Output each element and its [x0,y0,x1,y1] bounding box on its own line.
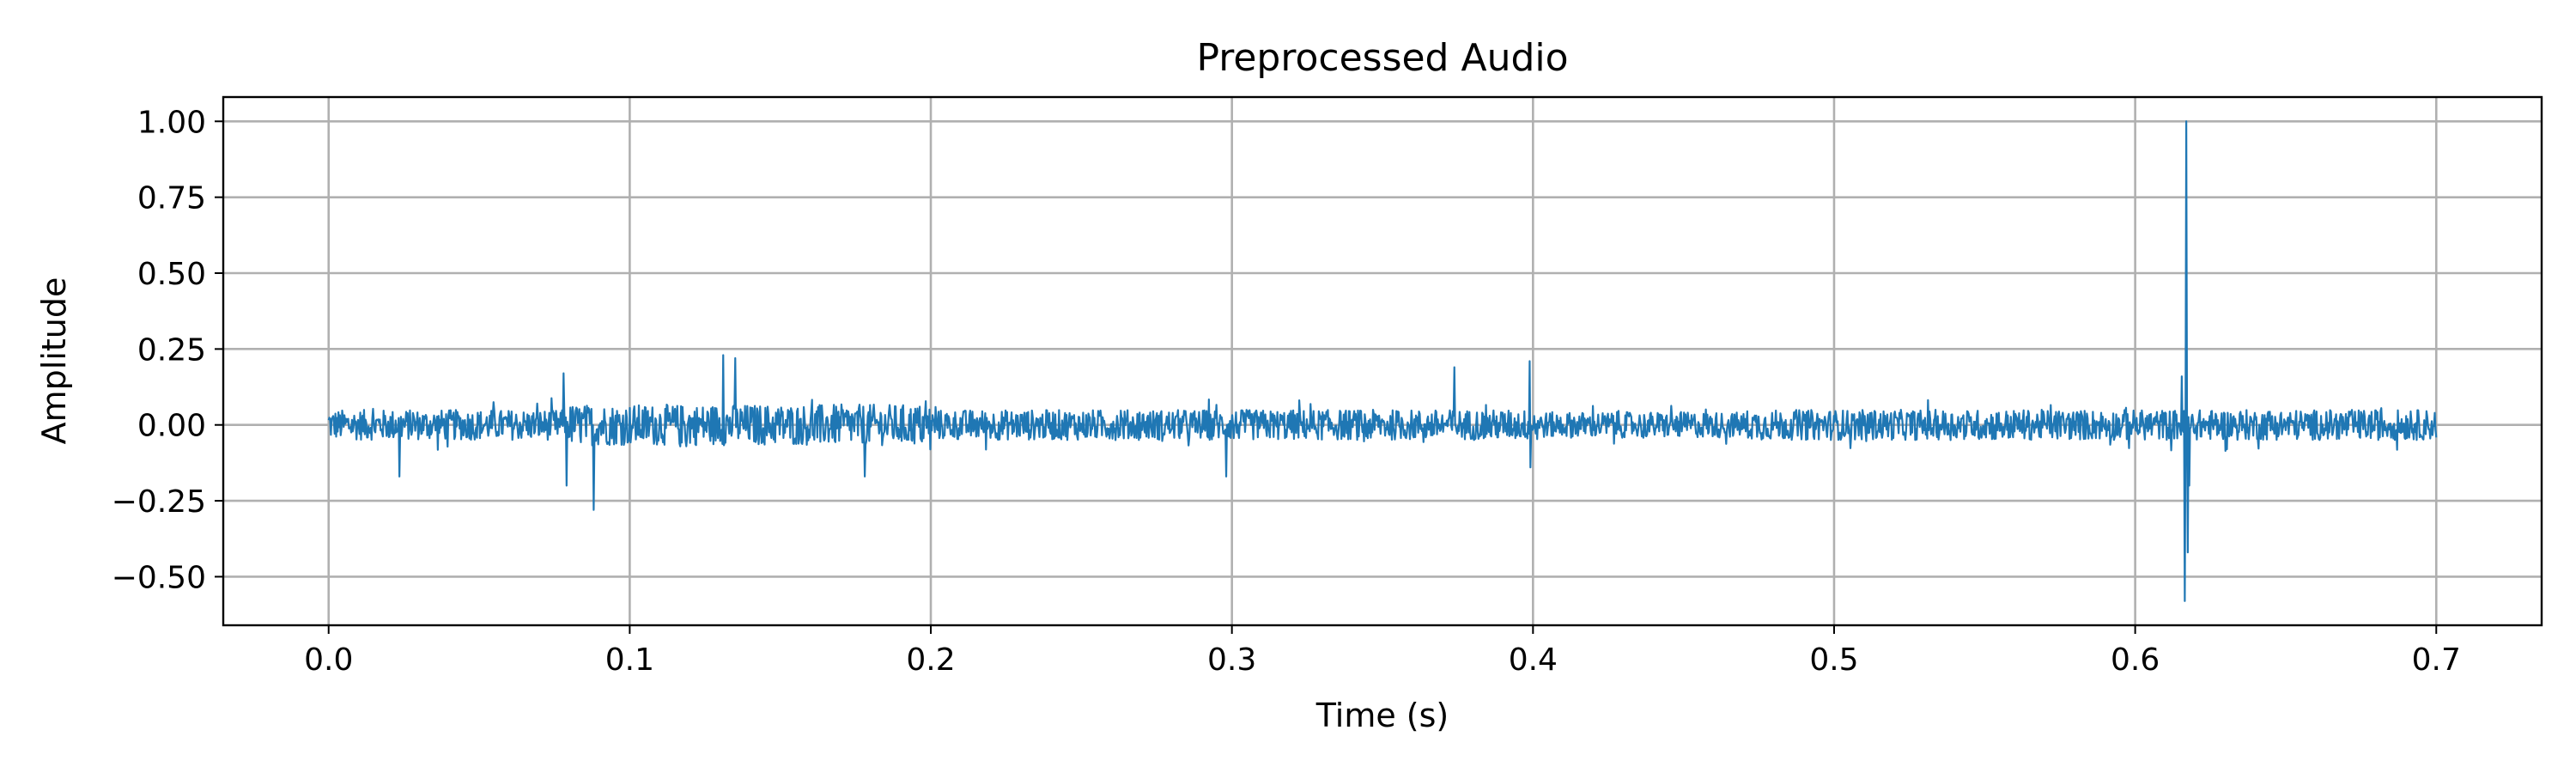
x-tick-label: 0.2 [906,642,955,678]
x-axis-label: Time (s) [1315,697,1449,734]
x-tick-label: 0.3 [1207,642,1256,678]
y-tick-label: 0.50 [137,257,206,292]
x-tick-label: 0.5 [1809,642,1858,678]
y-axis: 1.00 0.75 0.50 0.25 0.00 −0.25 −0.50 [112,105,223,595]
y-tick-label: −0.25 [112,484,206,520]
x-tick-label: 0.4 [1509,642,1558,678]
chart-title: Preprocessed Audio [1196,36,1568,80]
axes-frame [222,95,2543,627]
x-tick-label: 0.6 [2111,642,2160,678]
y-tick-label: −0.50 [112,560,206,595]
audio-waveform-line [327,120,2438,602]
plot-area [327,120,2438,602]
grid [223,97,2542,625]
x-axis: 0.0 0.1 0.2 0.3 0.4 0.5 0.6 0.7 [304,625,2461,678]
x-tick-label: 0.1 [605,642,654,678]
y-axis-label: Amplitude [35,277,73,445]
x-tick-label: 0.7 [2412,642,2461,678]
y-tick-label: 1.00 [137,105,206,140]
y-tick-label: 0.75 [137,181,206,216]
y-tick-label: 0.25 [137,332,206,368]
x-tick-label: 0.0 [304,642,353,678]
y-tick-label: 0.00 [137,409,206,444]
